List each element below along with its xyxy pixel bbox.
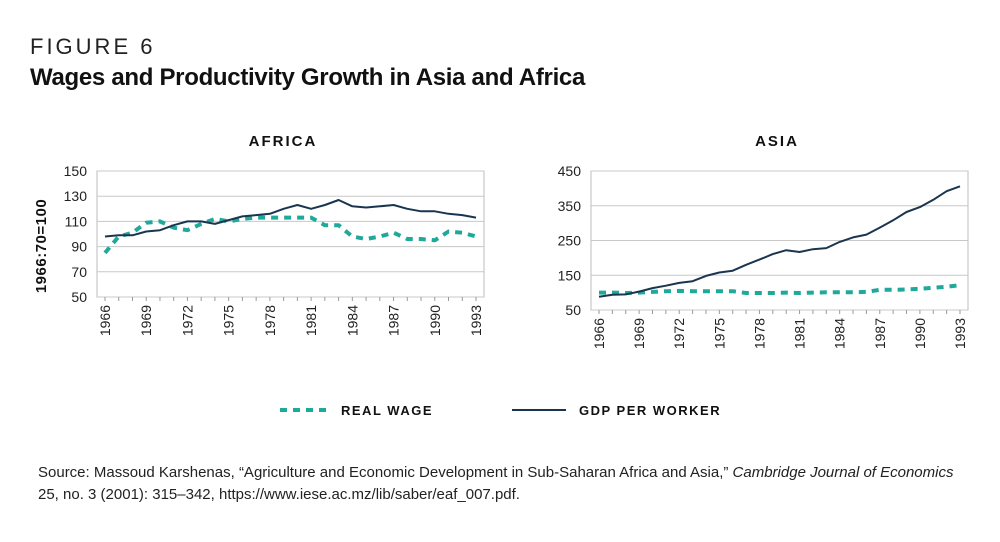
africa-x-tick-label: 1972 xyxy=(179,305,195,336)
africa-y-tick-label: 90 xyxy=(71,239,87,255)
legend: REAL WAGE GDP PER WORKER xyxy=(280,403,721,418)
asia-x-tick-label: 1969 xyxy=(631,318,647,349)
asia-chart: ASIA 50 150 250 350 450 1966 1969 1972 1975 1978 1… xyxy=(558,133,969,349)
asia-x-tick-label: 1987 xyxy=(872,318,888,349)
africa-x-tick-label: 1969 xyxy=(138,305,154,336)
asia-y-tick-label: 350 xyxy=(558,198,582,214)
asia-x-tick-label: 1981 xyxy=(792,318,808,349)
africa-plot-frame xyxy=(96,170,485,298)
africa-x-tick-label: 1990 xyxy=(427,305,443,336)
asia-chart-title: ASIA xyxy=(755,133,799,150)
source-suffix: 25, no. 3 (2001): 315–342, https://www.i… xyxy=(38,486,520,503)
africa-x-tick-label: 1978 xyxy=(262,305,278,336)
africa-x-tick-label: 1981 xyxy=(303,305,319,336)
africa-series-real-wage xyxy=(103,215,477,255)
africa-chart-title: AFRICA xyxy=(249,133,318,150)
africa-y-tick-label: 150 xyxy=(64,163,88,179)
legend-label-gdp-per-worker: GDP PER WORKER xyxy=(579,403,721,418)
y-axis-label: 1966:70=100 xyxy=(33,199,50,293)
asia-y-tick-label: 250 xyxy=(558,233,582,249)
africa-x-tick-label: 1987 xyxy=(386,305,402,336)
africa-x-tick-label: 1984 xyxy=(344,305,360,336)
asia-series-real-wage xyxy=(599,283,961,295)
asia-x-tick-label: 1978 xyxy=(751,318,767,349)
asia-x-tick-label: 1990 xyxy=(912,318,928,349)
source-prefix: Source: Massoud Karshenas, “Agriculture … xyxy=(38,464,733,481)
africa-x-tick-label: 1975 xyxy=(221,305,237,336)
africa-y-tick-label: 110 xyxy=(65,213,88,229)
africa-x-tick-label: 1993 xyxy=(468,305,484,336)
source-journal: Cambridge Journal of Economics xyxy=(732,464,954,481)
africa-series-gdp-per-worker xyxy=(104,199,477,238)
africa-y-tick-label: 130 xyxy=(64,188,88,204)
africa-chart: AFRICA 1966:70=100 50 70 90 110 130 150 1966 19… xyxy=(33,133,485,336)
asia-x-tick-label: 1975 xyxy=(711,318,727,349)
asia-x-tick-label: 1972 xyxy=(671,318,687,349)
figure-title: Wages and Productivity Growth in Asia an… xyxy=(30,64,586,91)
africa-y-tick-label: 70 xyxy=(71,264,87,280)
asia-x-tick-label: 1966 xyxy=(591,318,607,349)
legend-label-real-wage: REAL WAGE xyxy=(341,403,433,418)
asia-x-tick-label: 1984 xyxy=(832,318,848,349)
asia-series-gdp-per-worker xyxy=(598,185,961,298)
source-note: Source: Massoud Karshenas, “Agriculture … xyxy=(38,462,958,506)
figure-label: FIGURE 6 xyxy=(30,34,156,59)
asia-y-tick-label: 450 xyxy=(558,163,582,179)
africa-x-tick-label: 1966 xyxy=(97,305,113,336)
asia-x-tick-label: 1993 xyxy=(952,318,968,349)
asia-y-tick-label: 50 xyxy=(565,302,581,318)
africa-y-tick-label: 50 xyxy=(71,289,87,305)
asia-y-tick-label: 150 xyxy=(558,267,582,283)
